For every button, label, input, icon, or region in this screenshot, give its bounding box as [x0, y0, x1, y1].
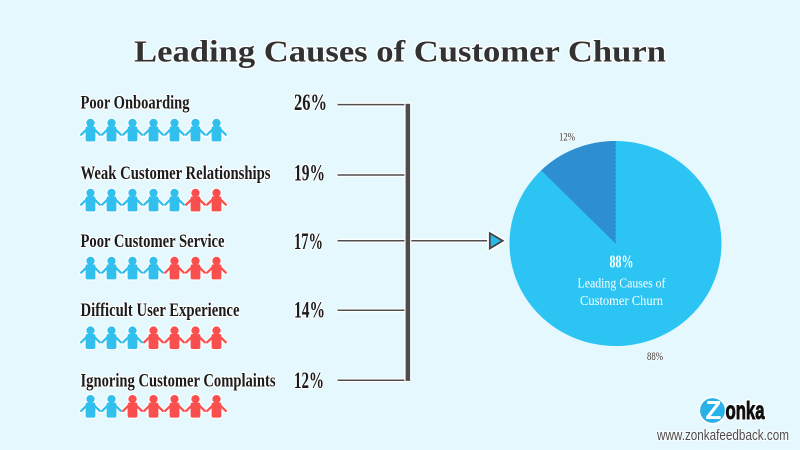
svg-text:88%: 88% [610, 251, 634, 271]
svg-text:26%: 26% [294, 90, 327, 115]
svg-text:12%: 12% [559, 132, 575, 144]
svg-text:Weak Customer Relationships: Weak Customer Relationships [81, 163, 271, 184]
svg-text:Customer Churn: Customer Churn [580, 294, 663, 309]
svg-text:Ignoring Customer Complaints: Ignoring Customer Complaints [81, 371, 276, 392]
svg-text:onka: onka [726, 397, 766, 425]
svg-text:17%: 17% [294, 229, 323, 254]
svg-text:12%: 12% [294, 368, 324, 393]
svg-text:14%: 14% [294, 298, 325, 323]
svg-text:19%: 19% [294, 161, 325, 186]
svg-text:Leading Causes of Customer Chu: Leading Causes of Customer Churn [134, 34, 666, 69]
svg-text:88%: 88% [647, 351, 663, 363]
svg-text:Poor Customer Service: Poor Customer Service [81, 231, 225, 252]
svg-text:Z: Z [706, 395, 722, 425]
svg-text:Difficult User Experience: Difficult User Experience [81, 300, 240, 321]
svg-text:Poor Onboarding: Poor Onboarding [81, 93, 191, 114]
svg-text:Leading Causes of: Leading Causes of [578, 277, 666, 292]
svg-text:onka: onka [726, 397, 766, 425]
svg-text:www.zonkafeedback.com: www.zonkafeedback.com [656, 428, 789, 444]
